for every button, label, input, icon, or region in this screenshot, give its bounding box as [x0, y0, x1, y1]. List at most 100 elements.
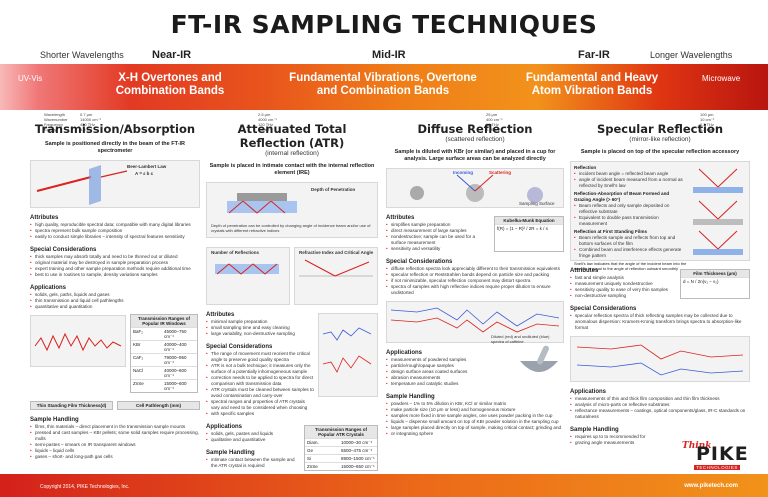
kubelka-munk-box: Kubelka-Munk Equation f(R) = (1 − R)² / … — [494, 216, 564, 252]
specular-applications-heading: Applications — [570, 389, 607, 395]
depth-title: Depth of Penetration — [311, 187, 356, 192]
atr-diagram — [227, 193, 297, 214]
specular-handling: requires up to to recommended for grazin… — [570, 434, 750, 446]
longer-wavelengths-label: Longer Wavelengths — [650, 50, 733, 60]
diffuse-attributes: simplifies sample preparation direct mea… — [386, 222, 490, 252]
mid-ir-band: Fundamental Vibrations, Overtone and Comb… — [289, 72, 477, 97]
specular-spectra — [576, 344, 744, 376]
diffuse-figure: Incoming Scattering Sampling Surface — [386, 168, 564, 208]
specular-desc: Sample is placed on top of the specular … — [580, 149, 740, 155]
reflections-title: Number of Reflections — [211, 250, 260, 255]
specular-diagrams — [693, 168, 743, 255]
logo-pike-text: PIKE — [696, 443, 749, 465]
diffuse-applications-heading: Applications — [386, 350, 423, 356]
specular-subtitle: (mirror-like reflection) — [629, 136, 691, 143]
specular-special-heading: Special Considerations — [570, 306, 637, 312]
table-row: ZnSe 15000–600 cm⁻¹ — [131, 379, 197, 392]
transmission-figure: Beer-Lambert Law A = ε b c — [30, 160, 200, 208]
table-row: NaCl 40000–600 cm⁻¹ — [131, 366, 197, 379]
tick-far-end: 100 μm 10 cm⁻¹ 0.3 THz 1.2 meV — [700, 112, 715, 132]
diffuse-desc: Sample is diluted with KBr (or similar) … — [394, 149, 556, 162]
specular-fig-note: Snell's law indicates that the angle of … — [574, 261, 687, 271]
table-row: Si 8900–1500 cm⁻¹ — [305, 454, 377, 462]
specular-applications: measurements of thin and thick film comp… — [570, 396, 750, 420]
far-ir-band: Fundamental and Heavy Atom Vibration Band… — [525, 72, 659, 97]
atr-subtitle: (internal reflection) — [265, 150, 319, 157]
sampling-surface-label: Sampling Surface — [519, 201, 555, 206]
cell-path-box: Cell Pathlength (mm) — [117, 401, 200, 410]
mid-ir-label: Mid-IR — [372, 49, 406, 61]
diffuse-handling: powders – 1% to 5% dilution in KBr, KCl … — [386, 401, 564, 437]
crystals-table: Transmission Ranges of Popular ATR Cryst… — [304, 425, 378, 471]
refraction-figure: Refractive Index and Critical Angle — [294, 247, 378, 305]
atr-column: Attenuated Total Reflection (ATR) (inter… — [206, 122, 378, 474]
diffuse-subtitle: (scattered reflection) — [445, 136, 505, 143]
pike-logo: Think PIKE TECHNOLOGIES — [682, 441, 748, 473]
footer-bar — [0, 474, 768, 497]
transmission-applications-heading: Applications — [30, 285, 67, 291]
tick-near-start: 0.7 μm 14000 cm⁻¹ 430 THz 1.8 eV — [80, 112, 102, 132]
table-row: Ge 5500–475 cm⁻¹ — [305, 446, 377, 454]
diffuse-title: Diffuse Reflection — [417, 122, 533, 136]
diffuse-spectrum-figure: Diluted (red) and undiluted (blue) spect… — [386, 301, 564, 344]
transmission-title: Transmission/Absorption — [34, 122, 196, 136]
beer-lambert-formula: A = ε b c — [135, 171, 154, 176]
fringe-spectrum — [34, 332, 122, 352]
microwave-label: Microwave — [702, 74, 741, 83]
specular-special: specular reflection spectra of thick ref… — [570, 313, 750, 331]
windows-table: Transmission Ranges of Popular IR Window… — [130, 314, 198, 393]
diffuse-spectra — [390, 307, 560, 333]
fringe-spectrum-figure — [30, 315, 126, 367]
transmission-attributes-heading: Attributes — [30, 215, 59, 221]
atr-handling-heading: Sample Handling — [206, 450, 255, 456]
atr-figure: Depth of Penetration Depth of penetratio… — [206, 182, 378, 238]
scattering-legend: Scattering — [489, 170, 512, 175]
specular-spectrum-figure — [570, 336, 750, 382]
transmission-special: thick samples may absorb totally and nee… — [30, 254, 200, 278]
transmission-applications: solids, gels, paths, liquids and gases t… — [30, 292, 200, 310]
diffuse-column: Diffuse Reflection (scattered reflection… — [386, 122, 564, 474]
near-ir-label: Near-IR — [152, 49, 192, 61]
specular-column: Specular Reflection (mirror-like reflect… — [570, 122, 750, 474]
near-ir-band: X-H Overtones and Combination Bands — [115, 72, 225, 97]
table-row: CaF₂ 79000–950 cm⁻¹ — [131, 353, 197, 366]
table-row: ZnSe 15000–650 cm⁻¹ — [305, 462, 377, 470]
atr-applications: solids, gels, pastes and liquids qualita… — [206, 431, 300, 443]
mortar-pestle-icon — [520, 345, 558, 372]
atr-title: Attenuated Total Reflection (ATR) — [237, 122, 347, 150]
specular-attributes-heading: Attributes — [570, 268, 599, 274]
film-thickness-box: Film Thickness (μm) d = N / 2n(ν₁ − ν₂) — [680, 269, 750, 299]
atr-spectrum-figure — [318, 313, 378, 397]
poster-title: FT-IR SAMPLING TECHNIQUES — [170, 10, 598, 39]
atr-fig-caption: Depth of penetration can be controlled b… — [211, 223, 371, 233]
atr-attributes-heading: Attributes — [206, 312, 235, 318]
website-link[interactable]: www.piketech.com — [684, 483, 738, 489]
diffuse-attributes-heading: Attributes — [386, 215, 415, 221]
atr-special: The range of movement must reorient the … — [206, 351, 314, 417]
spectrum-band — [0, 64, 768, 110]
atr-applications-heading: Applications — [206, 424, 243, 430]
copyright: Copyright 2014, PIKE Technologies, Inc. — [40, 484, 130, 490]
table-row: KBr 40000–400 cm⁻¹ — [131, 340, 197, 353]
transmission-special-heading: Special Considerations — [30, 247, 97, 253]
specular-title: Specular Reflection — [596, 122, 724, 136]
atr-attributes: minimal sample preparation small samplin… — [206, 319, 314, 337]
transmission-handling-heading: Sample Handling — [30, 417, 79, 423]
refraction-diagram — [299, 259, 373, 277]
refraction-title: Refractive Index and Critical Angle — [299, 250, 374, 255]
transmission-handling: films, thin materials – direct placement… — [30, 424, 200, 460]
far-ir-label: Far-IR — [578, 49, 610, 61]
atr-handling: intimate contact between the sample and … — [206, 457, 300, 469]
table-row: Diam. 10000–30 cm⁻¹ — [305, 438, 377, 446]
shorter-wavelengths-label: Shorter Wavelengths — [40, 50, 124, 60]
atr-special-heading: Special Considerations — [206, 344, 273, 350]
incoming-legend: Incoming — [453, 170, 473, 175]
beer-lambert-title: Beer-Lambert Law — [127, 164, 167, 169]
tick-legend: Wavelength Wavenumber Frequency Energy — [44, 112, 68, 132]
diffuse-diagram — [410, 174, 543, 203]
diffuse-handling-heading: Sample Handling — [386, 394, 435, 400]
specular-notes-figure: Reflection incident beam angle = reflect… — [570, 161, 750, 271]
table-row: BaF₂ 45000–750 cm⁻¹ — [131, 327, 197, 340]
diffuse-applications: measurements of powdered samples particl… — [386, 357, 510, 387]
reflections-diagram — [215, 263, 279, 275]
